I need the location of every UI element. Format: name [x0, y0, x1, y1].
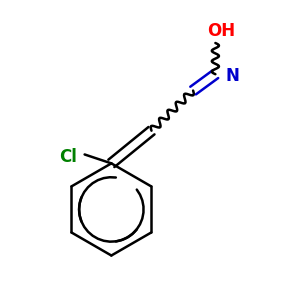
Text: N: N — [226, 67, 240, 85]
Text: OH: OH — [207, 22, 236, 40]
Text: Cl: Cl — [59, 148, 77, 166]
